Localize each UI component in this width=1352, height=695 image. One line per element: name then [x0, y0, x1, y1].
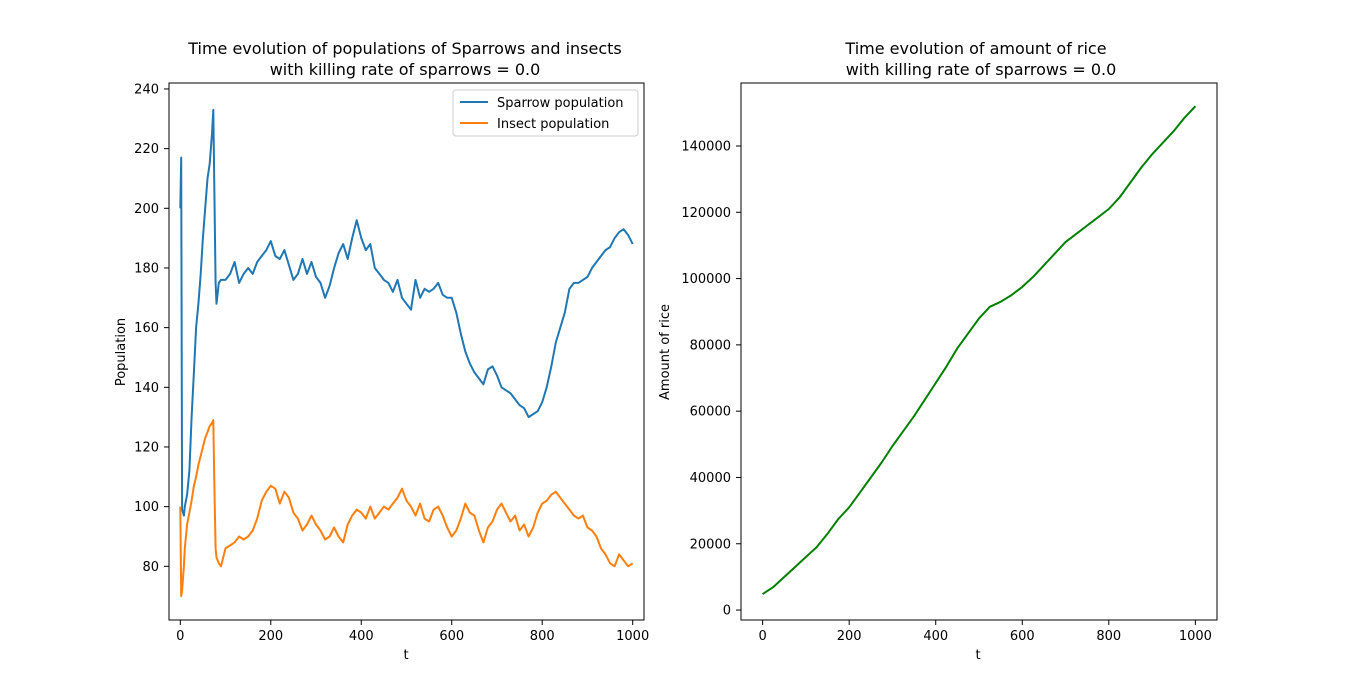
- population-chart-ytick-label: 80: [142, 560, 159, 575]
- population-chart-ylabel: Population: [114, 318, 129, 386]
- rice-chart-xtick-label: 800: [1096, 629, 1121, 644]
- rice-chart-frame: [740, 82, 1218, 621]
- rice-chart-ylabel: Amount of rice: [658, 304, 673, 400]
- rice-chart-xlabel: t: [975, 648, 980, 663]
- population-chart-ytick-label: 160: [134, 321, 159, 336]
- population-chart-xtick-label: 200: [258, 629, 283, 644]
- legend-insect-label: Insect population: [497, 117, 609, 132]
- rice-chart-title: Time evolution of amount of rice: [844, 39, 1106, 58]
- rice-chart-subtitle: with killing rate of sparrows = 0.0: [846, 60, 1117, 79]
- rice-chart-ytick-label: 120000: [681, 206, 731, 221]
- population-chart-ytick-label: 100: [134, 500, 159, 515]
- rice-chart-ytick-label: 140000: [681, 139, 731, 154]
- rice-chart-xtick-label: 1000: [1179, 629, 1212, 644]
- population-chart-ytick-label: 220: [134, 142, 159, 157]
- population-chart-title: Time evolution of populations of Sparrow…: [187, 39, 622, 58]
- rice-chart-lines: [762, 105, 1197, 595]
- population-chart-xlabel: t: [403, 648, 408, 663]
- rice-chart-ytick-label: 100000: [681, 272, 731, 287]
- rice-chart-series-0-line: [762, 105, 1197, 595]
- population-chart-ytick-label: 200: [134, 202, 159, 217]
- population-chart-series-0-line: [179, 108, 634, 517]
- rice-chart-ytick-label: 20000: [690, 537, 731, 552]
- legend-box: [452, 89, 639, 137]
- population-chart-ytick-label: 180: [134, 261, 159, 276]
- population-chart-series-1-line: [179, 419, 634, 598]
- population-chart-lines: [179, 108, 634, 598]
- population-chart-ytick-label: 120: [134, 440, 159, 455]
- rice-chart-xtick-label: 200: [837, 629, 862, 644]
- population-chart-xtick-label: 800: [530, 629, 555, 644]
- rice-chart-xtick-label: 400: [923, 629, 948, 644]
- legend-sparrow-label: Sparrow population: [497, 96, 624, 111]
- population-chart-frame: [168, 82, 645, 621]
- rice-chart: Time evolution of amount of rice with ki…: [658, 39, 1218, 663]
- population-chart: Time evolution of populations of Sparrow…: [114, 39, 649, 663]
- population-chart-subtitle: with killing rate of sparrows = 0.0: [270, 60, 541, 79]
- population-chart-xtick-label: 600: [439, 629, 464, 644]
- population-chart-ytick-label: 140: [134, 381, 159, 396]
- population-chart-xtick-label: 1000: [616, 629, 649, 644]
- rice-chart-ytick-label: 0: [723, 604, 731, 619]
- population-chart-xtick-label: 400: [349, 629, 374, 644]
- rice-chart-ytick-label: 80000: [690, 338, 731, 353]
- population-chart-xtick-label: 0: [176, 629, 184, 644]
- rice-chart-xtick-label: 600: [1010, 629, 1035, 644]
- population-chart-ticks: 0 200 400 600 800 1000 80 100 120 140 160 180 200 220…: [134, 82, 649, 644]
- rice-chart-ytick-label: 40000: [690, 471, 731, 486]
- rice-chart-ticks: 0 200 400 600 800 1000 0 20000 40000 60000 80000 10…: [681, 139, 1212, 644]
- population-chart-legend: Sparrow population Insect population: [452, 89, 639, 137]
- population-chart-ytick-label: 240: [134, 82, 159, 97]
- rice-chart-xtick-label: 0: [758, 629, 766, 644]
- rice-chart-ytick-label: 60000: [690, 405, 731, 420]
